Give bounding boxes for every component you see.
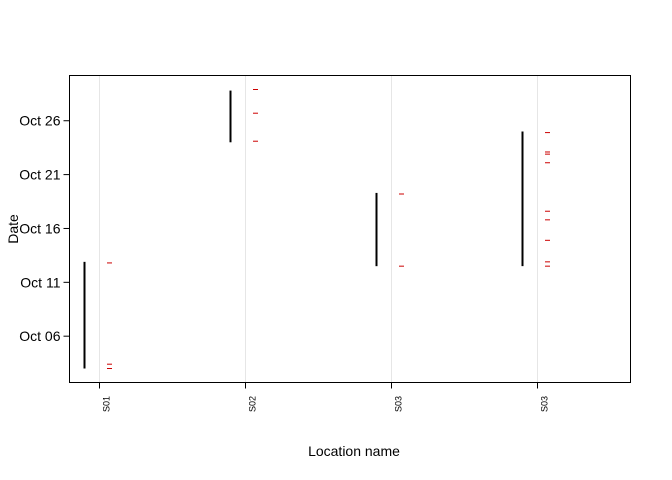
y-tick-label: Oct 11: [20, 274, 60, 290]
grid-lines: [99, 75, 538, 383]
x-tick-label: S03: [394, 396, 404, 412]
y-tick-label: Oct 16: [19, 220, 60, 236]
range-bars: [83, 90, 524, 369]
y-tick-label: Oct 21: [19, 167, 60, 183]
y-axis: Oct 06 Oct 11 Oct 16 Oct 21 Oct 26: [19, 113, 70, 344]
x-axis: S01 S02 S03 S03: [99, 382, 550, 412]
x-axis-title: Location name: [308, 443, 400, 459]
x-tick-label: S02: [248, 396, 258, 412]
detection-marks: [107, 89, 550, 369]
x-tick-label: S01: [102, 396, 112, 412]
plot-frame: [69, 75, 631, 383]
y-tick-label: Oct 06: [19, 328, 60, 344]
y-axis-title: Date: [5, 214, 21, 244]
y-tick-label: Oct 26: [19, 113, 60, 129]
x-tick-label: S03: [540, 396, 550, 412]
